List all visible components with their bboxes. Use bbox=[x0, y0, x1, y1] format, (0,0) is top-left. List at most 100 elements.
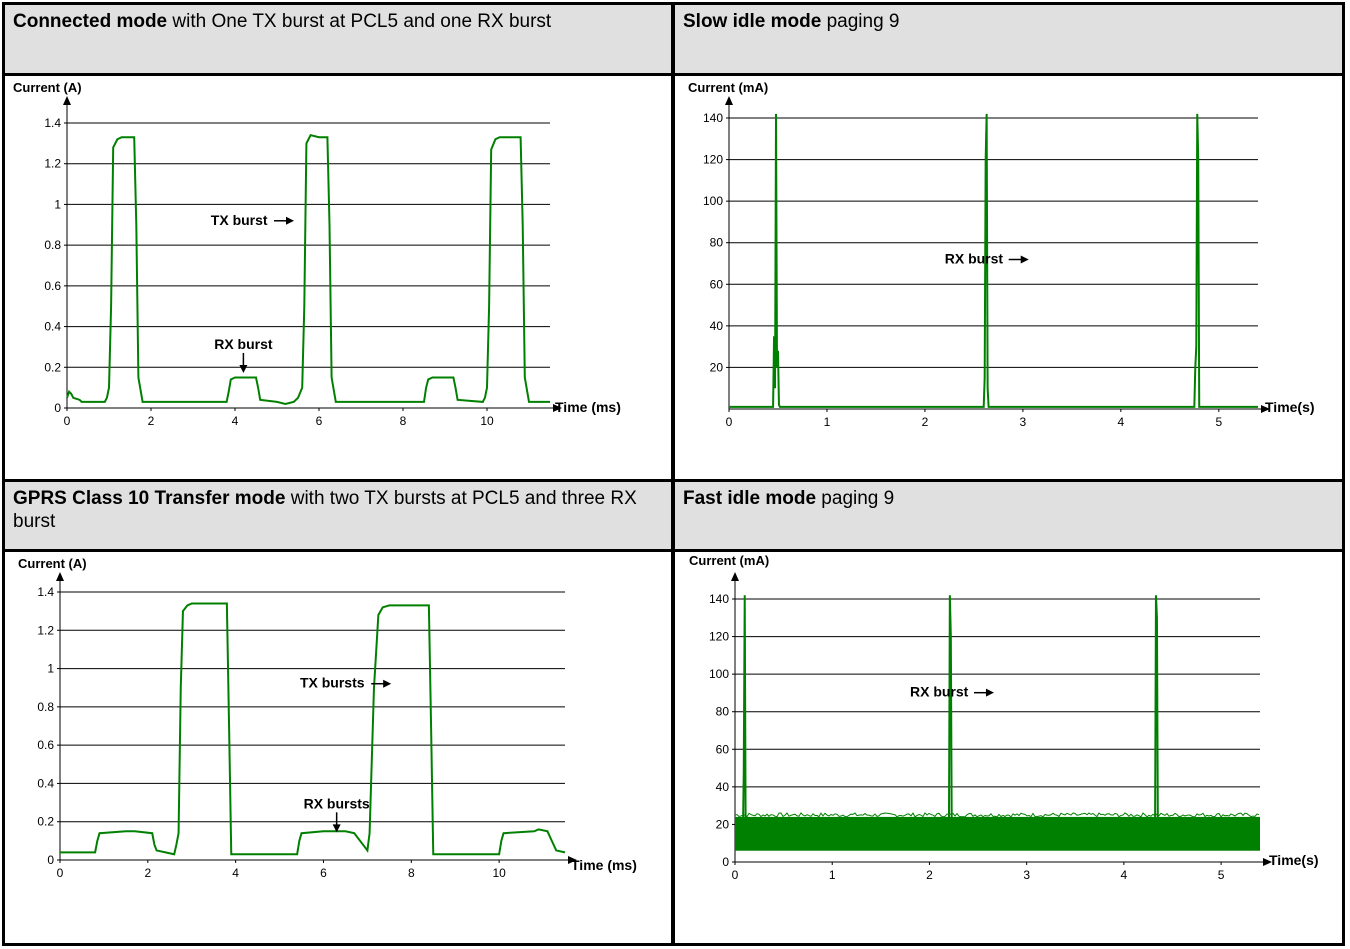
y-tick-label: 100 bbox=[709, 667, 729, 681]
chart-slow-idle-mode: 20 40 60 80 100 120 140 0 1 2 3 4 5 Current (mA) Time(… bbox=[688, 80, 1315, 429]
y-tick-label: 1.2 bbox=[37, 623, 54, 637]
noise-band bbox=[735, 816, 1260, 851]
chart-gprs-transfer-mode: 0 0.2 0.4 0.6 0.8 1 1.2 1.4 0 2 4 6 8 10 Current (A) Ti… bbox=[18, 556, 637, 880]
x-tick-label: 1 bbox=[824, 415, 831, 429]
x-tick-label: 3 bbox=[1020, 415, 1027, 429]
annotation-label: RX burst bbox=[945, 251, 1004, 267]
x-axis-label: Time(s) bbox=[1265, 399, 1315, 415]
y-tick-label: 20 bbox=[710, 360, 724, 374]
x-tick-label: 0 bbox=[726, 415, 733, 429]
y-tick-label: 0.8 bbox=[37, 700, 54, 714]
x-tick-label: 2 bbox=[926, 868, 933, 882]
x-tick-label: 4 bbox=[232, 866, 239, 880]
x-axis-arrow bbox=[1261, 405, 1270, 413]
y-tick-label: 100 bbox=[703, 194, 723, 208]
y-tick-label: 0.2 bbox=[44, 360, 61, 374]
chart-fast-idle-mode: 0 20 40 60 80 100 120 140 0 1 2 3 4 5 Current (mA) Time… bbox=[689, 553, 1319, 882]
y-tick-label: 80 bbox=[710, 236, 724, 250]
x-tick-label: 4 bbox=[1118, 415, 1125, 429]
annotation-label: TX bursts bbox=[300, 675, 365, 691]
panel-title-bold: Slow idle mode bbox=[683, 11, 822, 32]
annotation-arrowhead bbox=[239, 364, 248, 373]
x-axis-label: Time(s) bbox=[1269, 852, 1319, 868]
y-tick-label: 0 bbox=[54, 401, 61, 415]
y-tick-label: 120 bbox=[709, 630, 729, 644]
x-tick-label: 3 bbox=[1023, 868, 1030, 882]
y-tick-label: 40 bbox=[710, 319, 724, 333]
y-tick-label: 1.2 bbox=[44, 157, 61, 171]
y-axis-label: Current (A) bbox=[18, 556, 87, 571]
y-tick-label: 40 bbox=[716, 780, 730, 794]
y-tick-label: 0.8 bbox=[44, 238, 61, 252]
x-axis-label: Time (ms) bbox=[571, 857, 637, 873]
series-line bbox=[729, 113, 1258, 408]
y-tick-label: 60 bbox=[710, 277, 724, 291]
y-tick-label: 20 bbox=[716, 817, 730, 831]
row-divider bbox=[2, 73, 1345, 76]
y-tick-label: 0.4 bbox=[37, 776, 54, 790]
annotation-label: TX burst bbox=[211, 212, 268, 228]
y-tick-label: 0.6 bbox=[37, 738, 54, 752]
y-tick-label: 0.2 bbox=[37, 815, 54, 829]
panel-title-bold: GPRS Class 10 Transfer mode bbox=[13, 488, 286, 509]
x-tick-label: 2 bbox=[148, 414, 155, 428]
panel-header-slow-idle: Slow idle mode paging 9 bbox=[675, 5, 1342, 73]
y-axis-label: Current (mA) bbox=[688, 80, 768, 95]
annotation-label: RX burst bbox=[910, 684, 969, 700]
annotation-label: RX burst bbox=[214, 336, 273, 352]
chart-connected-mode: 0 0.2 0.4 0.6 0.8 1 1.2 1.4 0 2 4 6 8 10 Current (A) Ti… bbox=[13, 80, 621, 428]
x-tick-label: 0 bbox=[64, 414, 71, 428]
y-tick-label: 0.4 bbox=[44, 320, 61, 334]
series-line bbox=[741, 595, 1159, 845]
y-tick-label: 0 bbox=[722, 855, 729, 869]
x-tick-label: 1 bbox=[829, 868, 836, 882]
annotation-arrowhead bbox=[383, 679, 392, 688]
y-axis-arrow bbox=[56, 572, 64, 581]
y-tick-label: 80 bbox=[716, 705, 730, 719]
row-divider bbox=[2, 549, 1345, 552]
x-tick-label: 6 bbox=[320, 866, 327, 880]
panel-title-rest: paging 9 bbox=[816, 488, 895, 509]
panel-header-connected: Connected mode with One TX burst at PCL5… bbox=[5, 5, 671, 73]
x-axis-arrow bbox=[568, 856, 577, 864]
x-tick-label: 0 bbox=[57, 866, 64, 880]
y-axis-label: Current (A) bbox=[13, 80, 82, 95]
x-tick-label: 4 bbox=[1121, 868, 1128, 882]
panel-title-rest: with two TX bursts at PCL5 and three RX … bbox=[13, 488, 637, 532]
y-axis-label: Current (mA) bbox=[689, 553, 769, 568]
y-tick-label: 1 bbox=[54, 197, 61, 211]
annotation-arrowhead bbox=[1020, 255, 1029, 264]
annotation-arrowhead bbox=[286, 216, 294, 225]
x-tick-label: 4 bbox=[232, 414, 239, 428]
x-tick-label: 6 bbox=[316, 414, 323, 428]
y-tick-label: 1 bbox=[47, 662, 54, 676]
series-line bbox=[66, 134, 550, 405]
y-tick-label: 140 bbox=[709, 592, 729, 606]
annotation-arrowhead bbox=[332, 824, 341, 833]
y-tick-label: 120 bbox=[703, 153, 723, 167]
panel-header-gprs: GPRS Class 10 Transfer mode with two TX … bbox=[5, 482, 671, 549]
x-tick-label: 2 bbox=[144, 866, 151, 880]
x-tick-label: 2 bbox=[922, 415, 929, 429]
series-line bbox=[60, 602, 566, 856]
x-axis-arrow bbox=[553, 404, 562, 412]
x-axis-label: Time (ms) bbox=[555, 399, 621, 415]
y-axis-arrow bbox=[731, 572, 739, 581]
panel-title-rest: with One TX burst at PCL5 and one RX bur… bbox=[167, 11, 552, 32]
y-tick-label: 1.4 bbox=[37, 585, 54, 599]
x-tick-label: 5 bbox=[1215, 415, 1222, 429]
panel-title-bold: Connected mode bbox=[13, 11, 168, 32]
x-axis-arrow bbox=[1263, 858, 1272, 866]
x-tick-label: 0 bbox=[732, 868, 739, 882]
x-tick-label: 10 bbox=[492, 866, 506, 880]
row-divider bbox=[2, 479, 1345, 482]
x-tick-label: 8 bbox=[400, 414, 407, 428]
noise-top-edge bbox=[734, 812, 1260, 818]
x-tick-label: 8 bbox=[408, 866, 415, 880]
y-tick-label: 140 bbox=[703, 111, 723, 125]
y-tick-label: 60 bbox=[716, 742, 730, 756]
x-tick-label: 10 bbox=[480, 414, 494, 428]
column-divider bbox=[671, 2, 675, 946]
annotation-label: RX bursts bbox=[304, 795, 370, 811]
y-axis-arrow bbox=[725, 96, 733, 105]
